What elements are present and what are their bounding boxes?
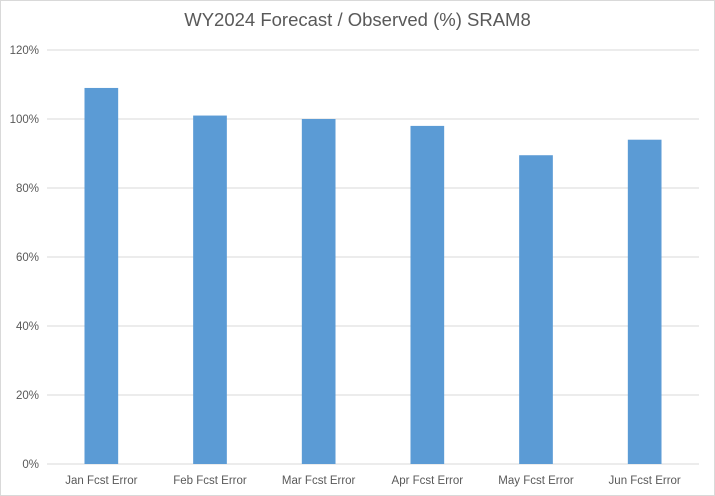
bar	[519, 155, 553, 464]
y-tick-label: 20%	[16, 390, 39, 402]
bar	[627, 139, 662, 464]
bar	[84, 87, 119, 464]
x-category-label: Apr Fcst Error	[392, 475, 464, 487]
bar	[193, 115, 227, 465]
x-category-label: Mar Fcst Error	[282, 475, 356, 487]
chart-title: WY2024 Forecast / Observed (%) SRAM8	[184, 9, 531, 30]
y-tick-label: 120%	[10, 45, 39, 57]
bar	[301, 119, 336, 464]
y-tick-label: 100%	[10, 114, 39, 126]
x-axis-category-labels: Jan Fcst Error Feb Fcst Error Mar Fcst Err…	[65, 475, 681, 487]
bar	[410, 125, 445, 465]
y-tick-label: 80%	[16, 183, 39, 195]
x-category-label: Feb Fcst Error	[173, 475, 247, 487]
y-tick-label: 0%	[22, 459, 39, 471]
bars	[84, 87, 662, 465]
gridlines	[47, 49, 699, 465]
x-category-label: Jan Fcst Error	[65, 475, 137, 487]
x-category-label: Jun Fcst Error	[609, 475, 681, 487]
y-tick-label: 60%	[16, 252, 39, 264]
x-category-label: May Fcst Error	[498, 475, 574, 487]
y-axis-tick-labels: 0% 20% 40% 60% 80% 100% 120%	[10, 45, 39, 471]
y-tick-label: 40%	[16, 321, 39, 333]
